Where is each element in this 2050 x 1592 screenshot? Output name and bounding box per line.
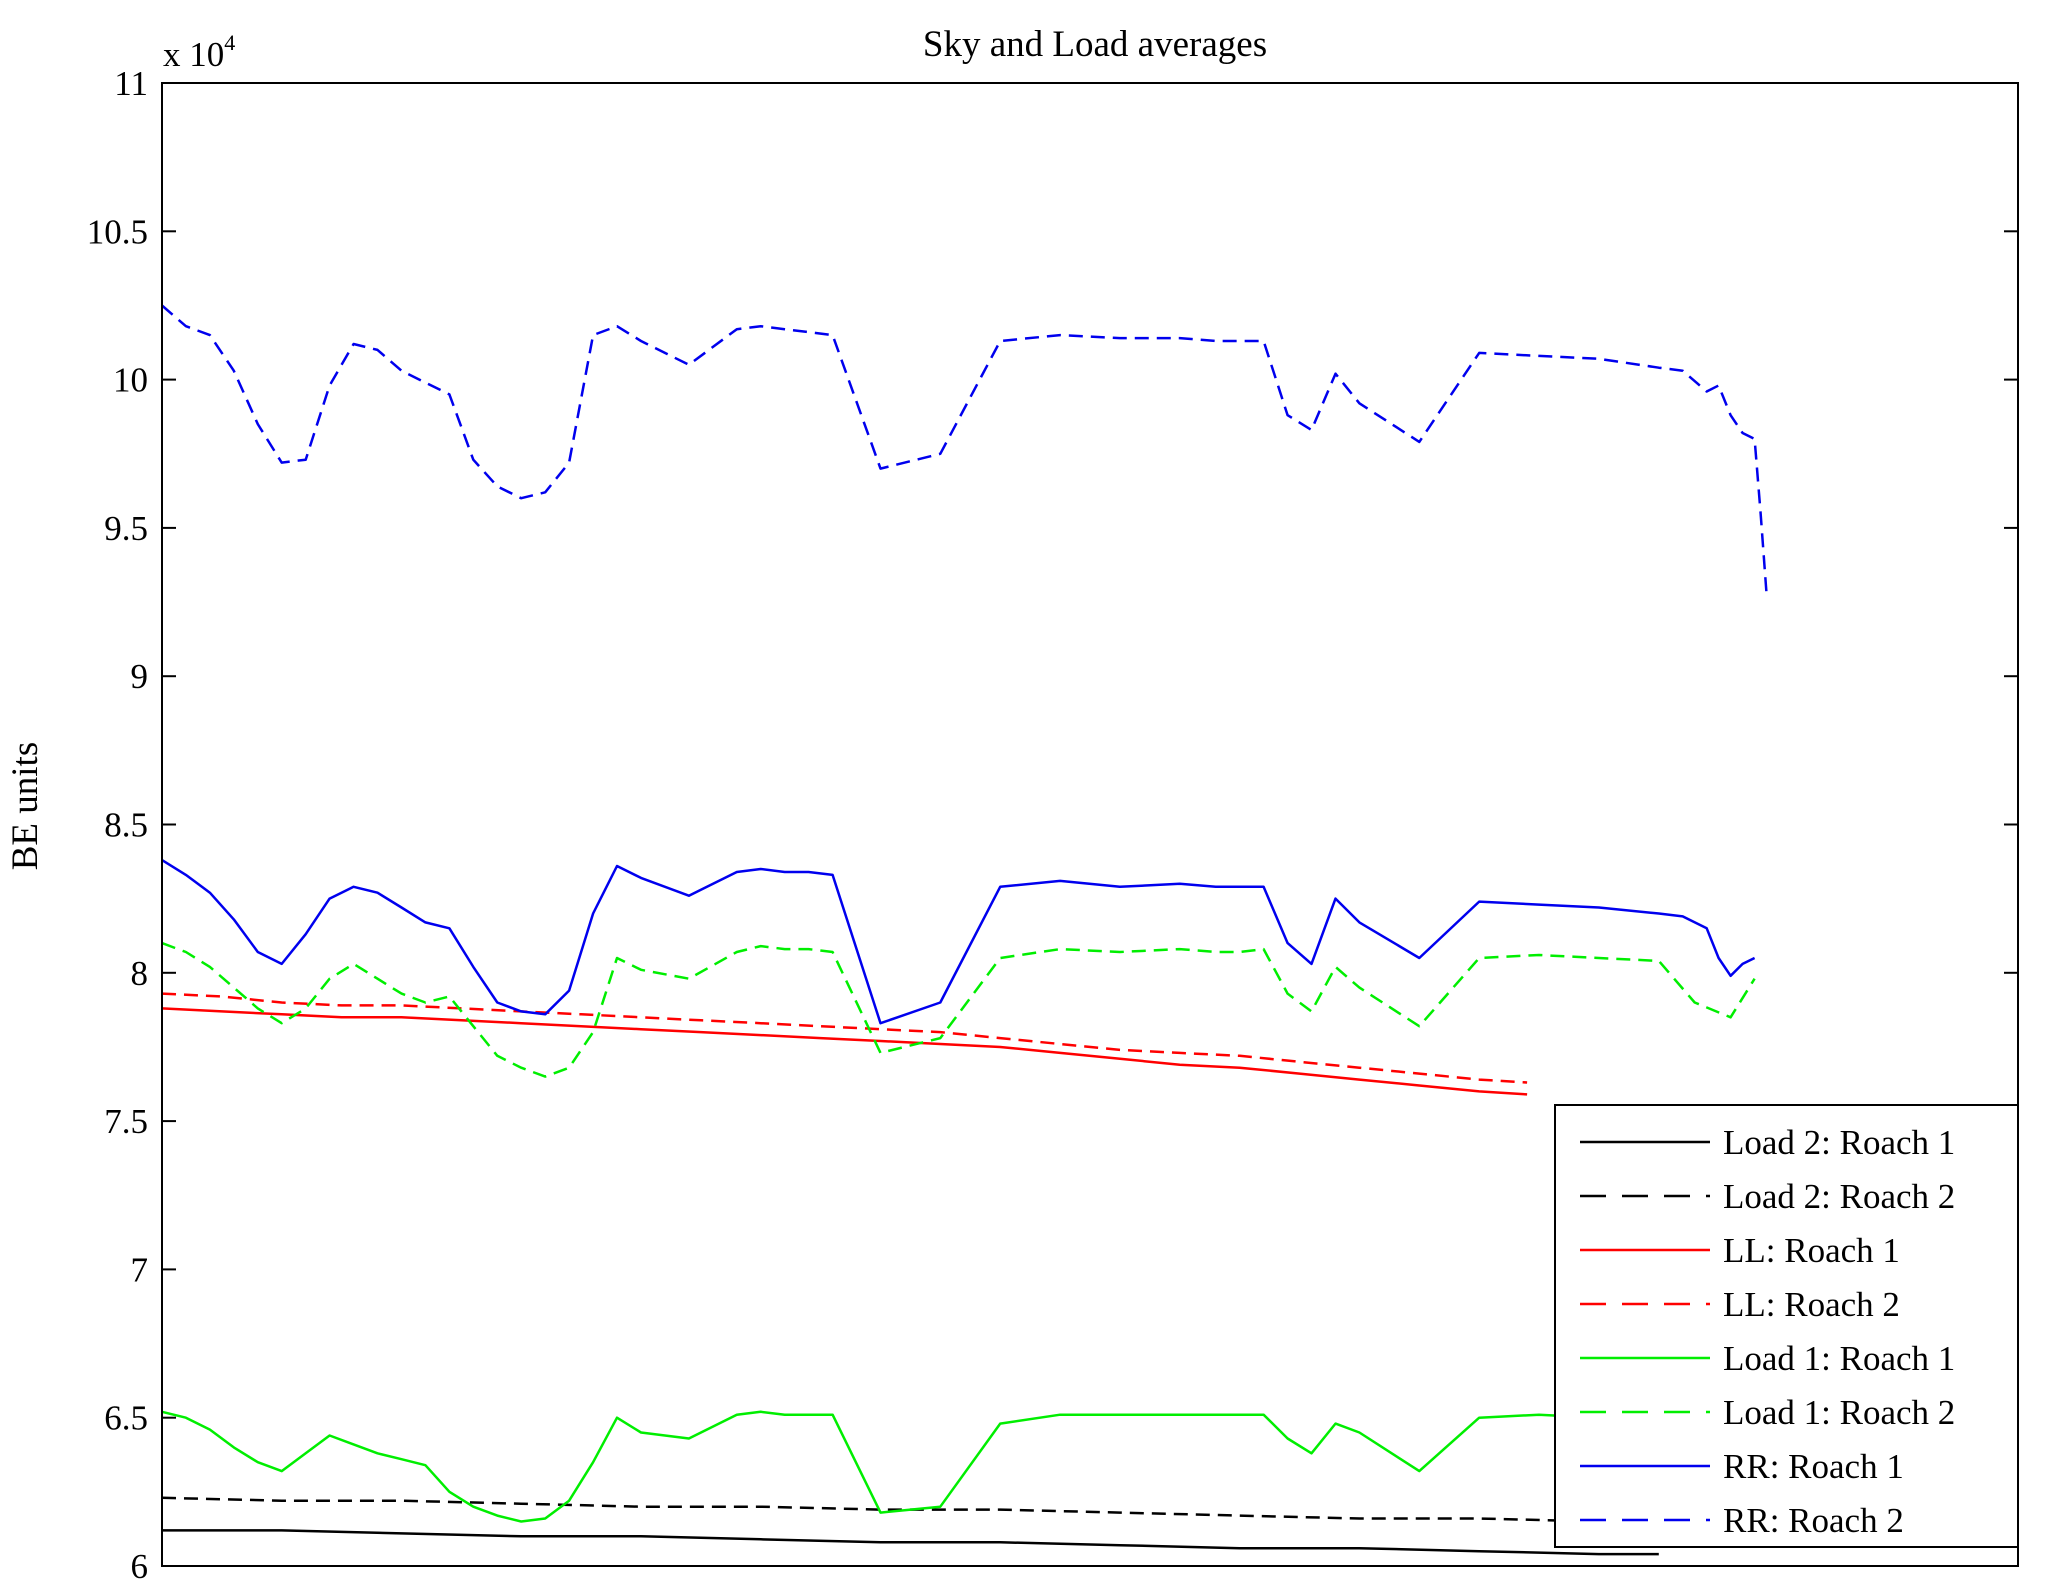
chart-title: Sky and Load averages <box>923 24 1267 65</box>
series-line-2 <box>161 1007 1528 1096</box>
y-axis-ticks: 6 6.5 7 7.5 8 8.5 9 9.5 10 10.5 11 <box>87 64 2018 1586</box>
y-tick-label: 9 <box>131 657 149 696</box>
legend-label-4: Load 1: Roach 1 <box>1723 1339 1955 1378</box>
legend-label-6: RR: Roach 1 <box>1723 1447 1904 1486</box>
legend-label-2: LL: Roach 1 <box>1723 1231 1900 1270</box>
legend-label-0: Load 2: Roach 1 <box>1723 1123 1955 1162</box>
y-axis-multiplier-base: x 10 <box>163 35 224 74</box>
y-tick-label: 10 <box>113 361 148 400</box>
y-tick-label: 9.5 <box>104 509 148 548</box>
legend-label-3: LL: Roach 2 <box>1723 1285 1900 1324</box>
series-line-3 <box>161 992 1528 1084</box>
legend: Load 2: Roach 1 Load 2: Roach 2 LL: Roach … <box>1554 1104 2019 1548</box>
y-tick-label: 7 <box>131 1250 149 1289</box>
y-tick-label: 11 <box>114 64 148 103</box>
y-tick-label: 10.5 <box>87 212 148 251</box>
legend-label-1: Load 2: Roach 2 <box>1723 1177 1955 1216</box>
y-axis-multiplier: x 104 <box>163 30 235 74</box>
y-tick-label: 8 <box>131 954 149 993</box>
y-tick-label: 8.5 <box>104 806 148 845</box>
series-line-1 <box>161 1496 1659 1523</box>
series-layer <box>161 304 1768 1556</box>
series-line-6 <box>161 859 1756 1025</box>
legend-label-7: RR: Roach 2 <box>1723 1501 1904 1540</box>
y-axis-multiplier-exponent: 4 <box>224 30 235 55</box>
y-tick-label: 7.5 <box>104 1102 148 1141</box>
y-tick-label: 6 <box>131 1547 149 1586</box>
y-tick-label: 6.5 <box>104 1399 148 1438</box>
series-line-4 <box>161 1410 1659 1523</box>
axes-box <box>161 82 2019 1567</box>
legend-box <box>1554 1104 2019 1548</box>
series-line-0 <box>162 1529 1659 1556</box>
y-axis-label: BE units <box>5 742 46 871</box>
series-line-7 <box>161 304 1768 594</box>
series-line-5 <box>161 941 1756 1078</box>
legend-label-5: Load 1: Roach 2 <box>1723 1393 1955 1432</box>
